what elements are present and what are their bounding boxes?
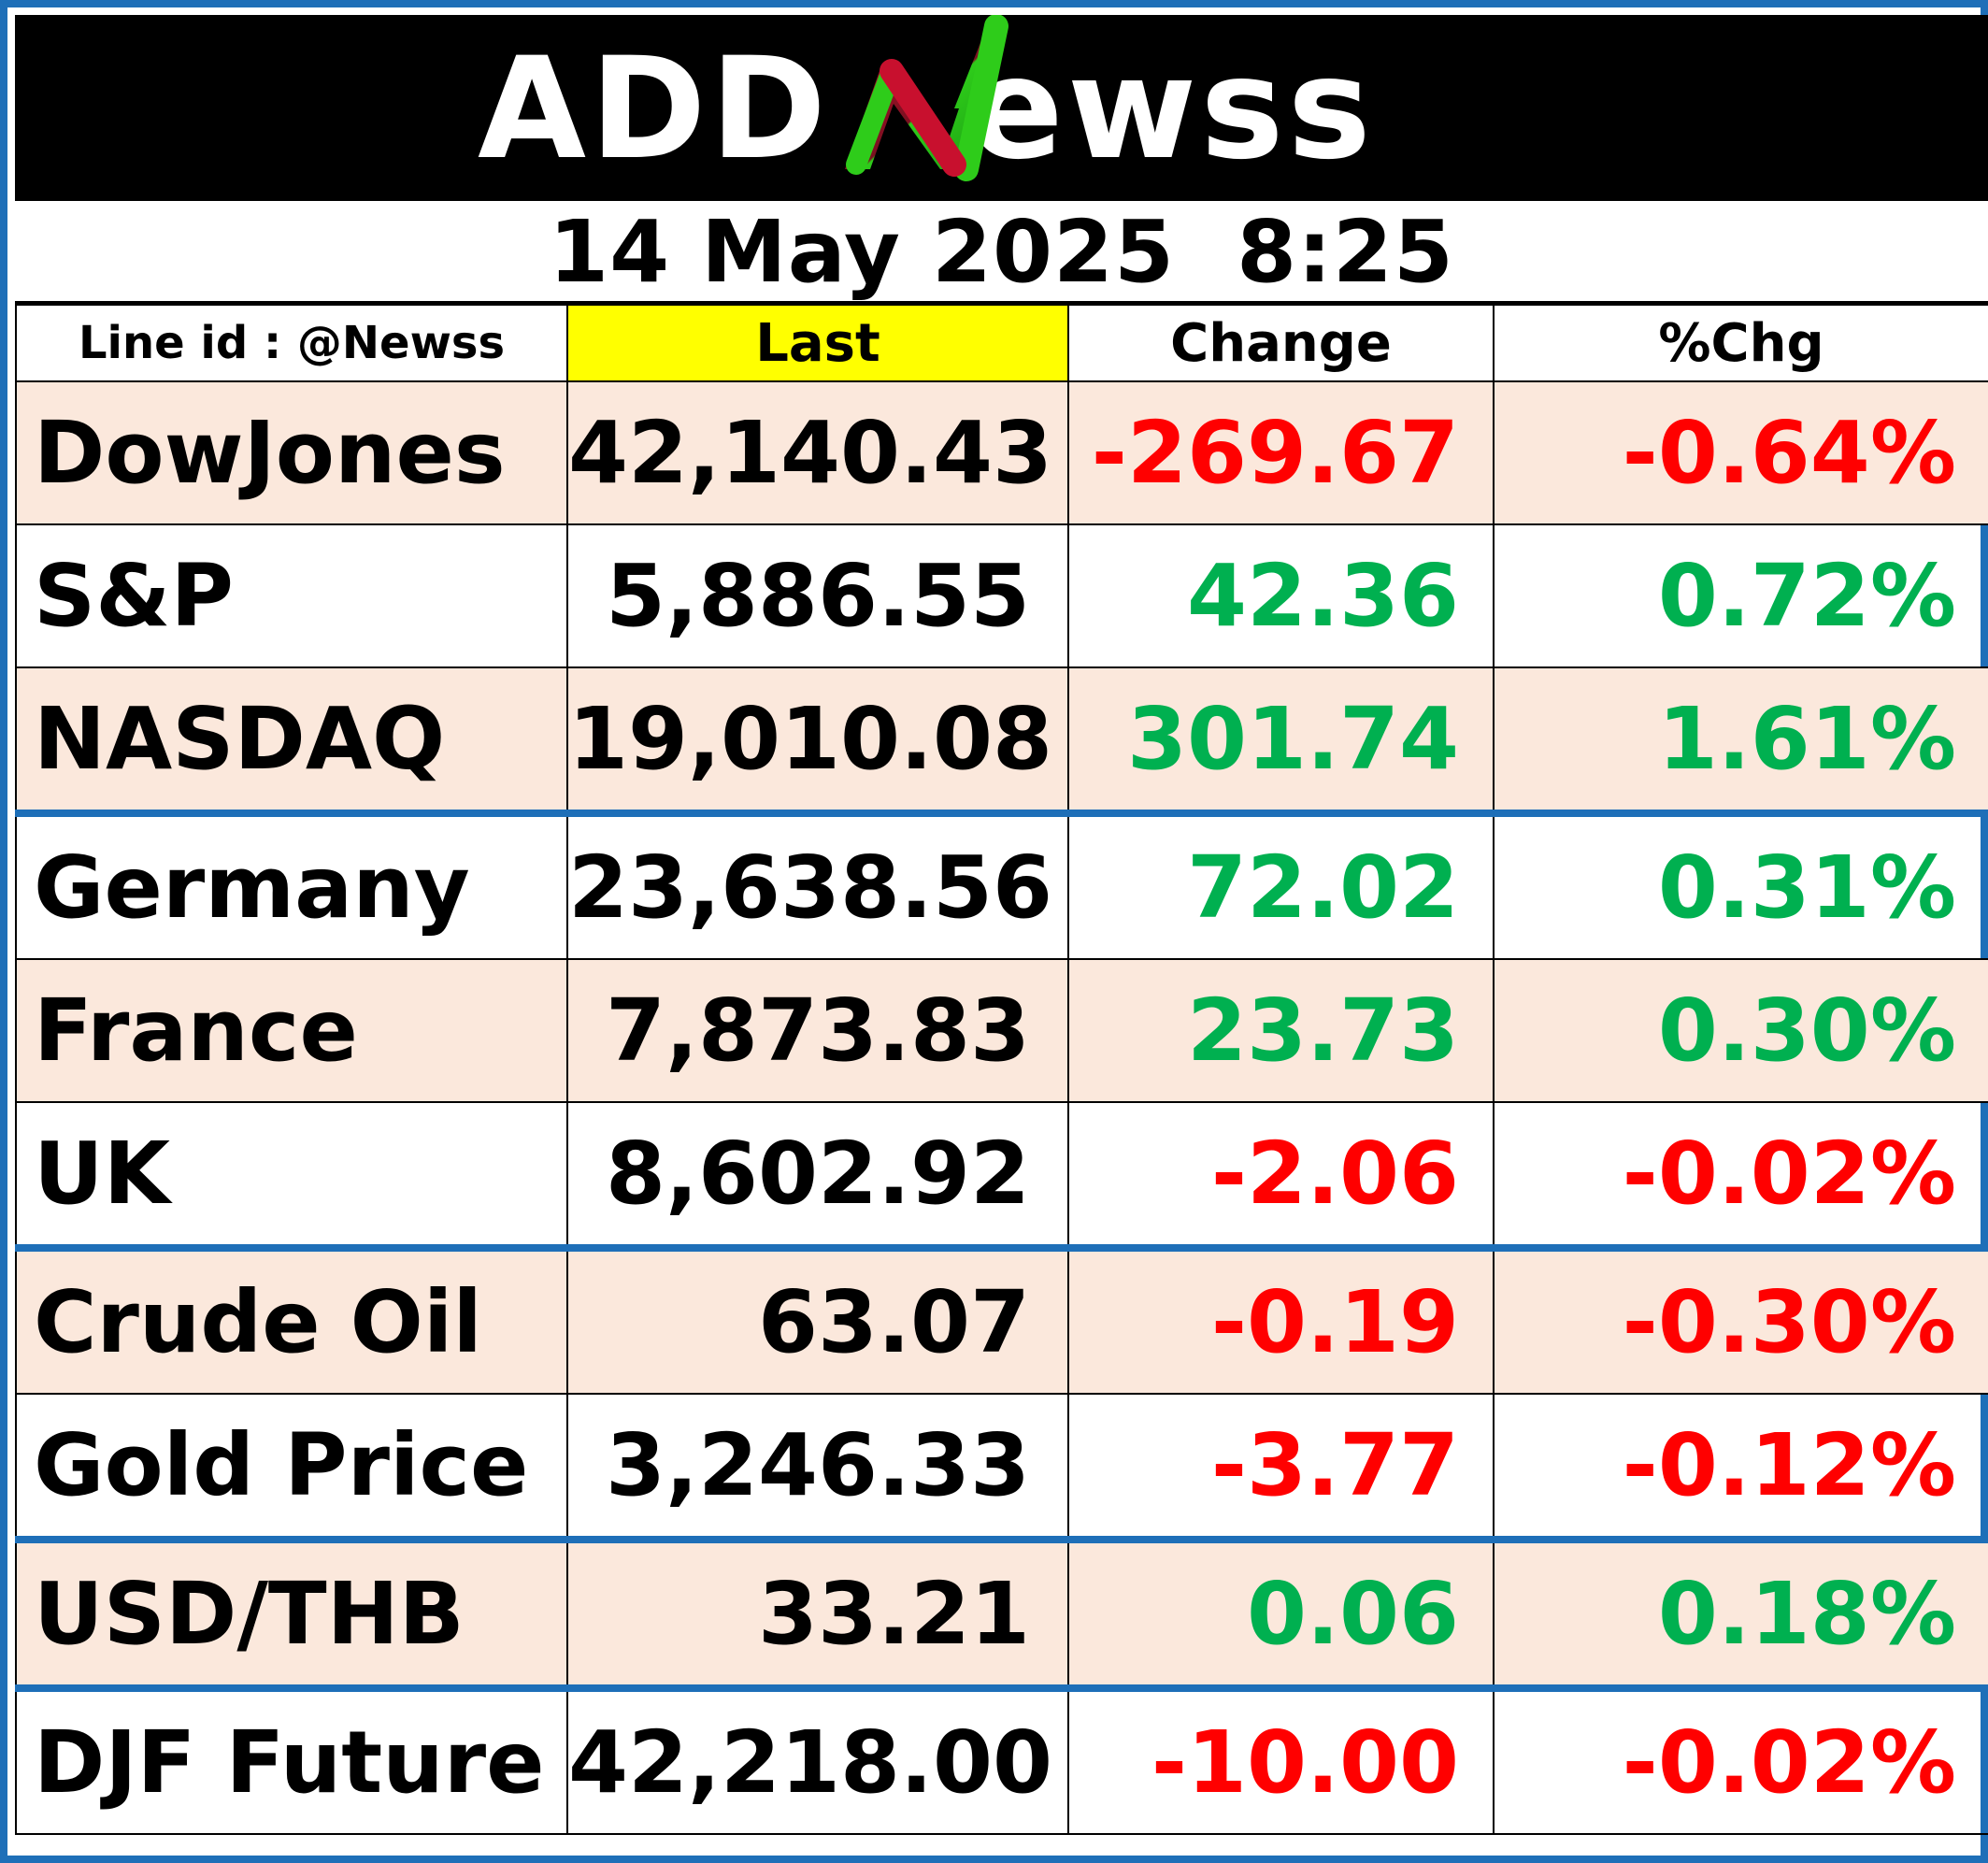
row-last: 7,873.83	[566, 958, 1069, 1103]
row-name: Gold Price	[15, 1393, 568, 1541]
row-change: 0.06	[1067, 1536, 1495, 1689]
row-change: -3.77	[1067, 1393, 1495, 1541]
row-last: 42,218.00	[566, 1684, 1069, 1835]
header-change: Change	[1067, 304, 1495, 382]
table-row: Crude Oil 63.07 -0.19 -0.30%	[15, 1244, 1988, 1395]
table-row: France 7,873.83 23.73 0.30%	[15, 958, 1988, 1103]
row-last: 8,602.92	[566, 1101, 1069, 1249]
market-table: Line id : @Newss Last Change %Chg DowJon…	[15, 304, 1988, 1835]
row-name: UK	[15, 1101, 568, 1249]
table-row: NASDAQ 19,010.08 301.74 1.61%	[15, 666, 1988, 814]
row-pct: 0.31%	[1493, 810, 1988, 960]
row-change: 23.73	[1067, 958, 1495, 1103]
row-name: France	[15, 958, 568, 1103]
row-name: Germany	[15, 810, 568, 960]
table-row: Gold Price 3,246.33 -3.77 -0.12%	[15, 1393, 1988, 1541]
header-line-id: Line id : @Newss	[15, 304, 568, 382]
svg-text:ADD: ADD	[478, 28, 830, 191]
row-change: -10.00	[1067, 1684, 1495, 1835]
svg-text:ewss: ewss	[968, 28, 1375, 191]
row-pct: -0.64%	[1493, 380, 1988, 525]
row-pct: 0.72%	[1493, 523, 1988, 668]
row-last: 19,010.08	[566, 666, 1069, 814]
table-header: Line id : @Newss Last Change %Chg	[15, 304, 1988, 382]
row-last: 33.21	[566, 1536, 1069, 1689]
addnewss-logo: ADD ewss	[478, 15, 1375, 191]
table-row: S&P 5,886.55 42.36 0.72%	[15, 523, 1988, 668]
table-row: USD/THB 33.21 0.06 0.18%	[15, 1536, 1988, 1689]
row-name: Crude Oil	[15, 1244, 568, 1395]
row-pct: -0.02%	[1493, 1101, 1988, 1249]
row-change: -2.06	[1067, 1101, 1495, 1249]
row-name: DJF Future	[15, 1684, 568, 1835]
row-pct: 1.61%	[1493, 666, 1988, 814]
row-change: 42.36	[1067, 523, 1495, 668]
row-name: DowJones	[15, 380, 568, 525]
row-last: 3,246.33	[566, 1393, 1069, 1541]
brand-header: ADD ewss	[15, 15, 1988, 201]
row-last: 42,140.43	[566, 380, 1069, 525]
table-row: DJF Future 42,218.00 -10.00 -0.02%	[15, 1684, 1988, 1835]
row-change: -269.67	[1067, 380, 1495, 525]
row-name: USD/THB	[15, 1536, 568, 1689]
row-last: 63.07	[566, 1244, 1069, 1395]
row-name: S&P	[15, 523, 568, 668]
table-row: Germany 23,638.56 72.02 0.31%	[15, 810, 1988, 960]
row-pct: 0.30%	[1493, 958, 1988, 1103]
row-pct: -0.02%	[1493, 1684, 1988, 1835]
row-change: 301.74	[1067, 666, 1495, 814]
n-mark-icon	[845, 15, 1008, 181]
row-name: NASDAQ	[15, 666, 568, 814]
row-pct: -0.12%	[1493, 1393, 1988, 1541]
header-last: Last	[566, 304, 1069, 382]
table-row: UK 8,602.92 -2.06 -0.02%	[15, 1101, 1988, 1249]
row-change: -0.19	[1067, 1244, 1495, 1395]
row-pct: 0.18%	[1493, 1536, 1988, 1689]
table-row: DowJones 42,140.43 -269.67 -0.64%	[15, 380, 1988, 525]
header-pct-change: %Chg	[1493, 304, 1988, 382]
row-last: 23,638.56	[566, 810, 1069, 960]
row-pct: -0.30%	[1493, 1244, 1988, 1395]
timestamp-row: 14 May 2025 8:25	[15, 201, 1988, 304]
row-last: 5,886.55	[566, 523, 1069, 668]
timestamp: 14 May 2025 8:25	[549, 202, 1454, 302]
row-change: 72.02	[1067, 810, 1495, 960]
